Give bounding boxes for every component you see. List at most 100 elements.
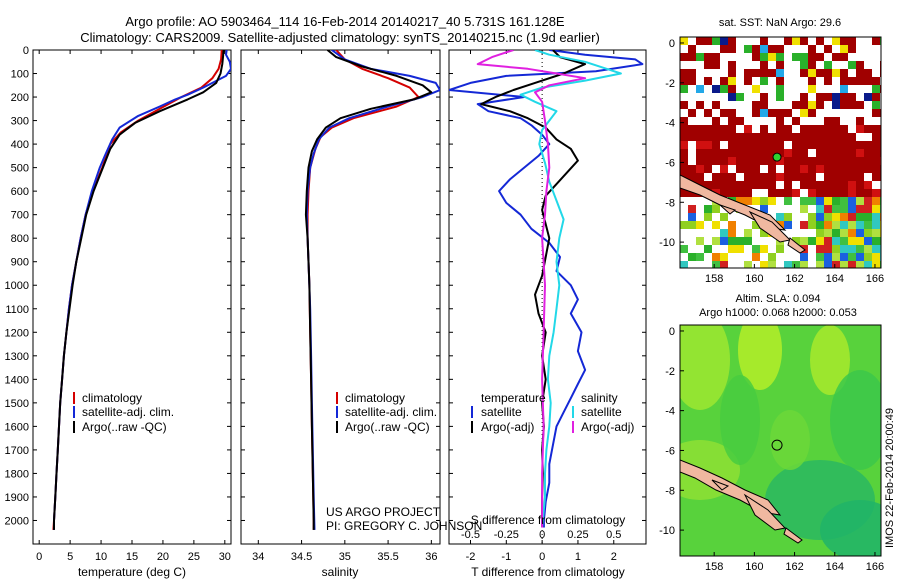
sst-cell	[840, 173, 848, 181]
map-y-tick-label: -8	[665, 197, 675, 209]
sst-cell	[856, 101, 864, 109]
sst-cell	[736, 101, 744, 109]
sst-cell	[704, 37, 712, 45]
legend-label: Argo(-adj)	[581, 420, 634, 434]
sst-cell	[832, 213, 840, 221]
sst-cell	[736, 133, 744, 141]
sst-cell	[768, 173, 776, 181]
sst-cell	[776, 117, 784, 125]
sst-cell	[792, 237, 800, 245]
sst-cell	[856, 157, 864, 165]
sst-cell	[712, 261, 720, 268]
sst-cell	[744, 69, 752, 77]
sst-cell	[832, 133, 840, 141]
sst-cell	[848, 149, 856, 157]
sst-cell	[776, 93, 784, 101]
y-tick-label: 1300	[5, 351, 29, 363]
sst-cell	[792, 101, 800, 109]
sst-cell	[824, 165, 832, 173]
sla-anomaly	[738, 325, 782, 390]
legend-label: satellite-adj. clim.	[345, 405, 437, 419]
y-tick-label: 800	[11, 233, 29, 245]
x-tick-label: 2	[611, 551, 617, 563]
sla-map-axes: 158 160 162 164 166 0 -2 -4 -6 -8 -10	[659, 326, 884, 573]
sst-cell	[712, 85, 720, 93]
sst-cell	[680, 165, 688, 173]
sst-cell	[872, 133, 880, 141]
y-tick-label: 600	[11, 186, 29, 198]
sst-cell	[768, 45, 776, 53]
sst-cell	[776, 85, 784, 93]
sst-cell	[800, 93, 808, 101]
sst-cell	[712, 141, 720, 149]
sst-cell	[784, 197, 792, 205]
sst-cell	[848, 181, 856, 189]
sst-cell	[864, 45, 872, 53]
sst-cell	[872, 101, 880, 109]
sst-cell	[784, 261, 792, 268]
sst-cell	[728, 69, 736, 77]
sst-cell	[816, 69, 824, 77]
legend-label: satellite	[581, 405, 622, 419]
sst-cell	[768, 149, 776, 157]
sst-cell	[816, 253, 824, 261]
sst-cell	[856, 261, 864, 268]
sst-cell	[848, 157, 856, 165]
sst-cell	[864, 109, 872, 117]
sst-cell	[792, 261, 800, 268]
sst-cell	[776, 125, 784, 133]
salinity-panel	[240, 49, 441, 545]
sst-cell	[824, 189, 832, 197]
legend-label: climatology	[345, 391, 405, 405]
sst-cell	[760, 93, 768, 101]
y-tick-label: 200	[11, 92, 29, 104]
sst-cell	[824, 229, 832, 237]
sst-cell	[680, 149, 688, 157]
x-tick-label: 10	[95, 551, 107, 563]
sst-cell	[824, 117, 832, 125]
sst-cell	[680, 189, 688, 197]
sst-cell	[736, 77, 744, 85]
sst-cell	[744, 261, 752, 268]
sst-cell	[680, 261, 688, 268]
x-tick-label: 25	[188, 551, 200, 563]
sst-cell	[808, 101, 816, 109]
sst-cell	[728, 125, 736, 133]
map-y-tick-label: 0	[669, 38, 675, 50]
y-tick-label: 400	[11, 139, 29, 151]
map-y-tick-label: -4	[665, 118, 675, 130]
sst-cell	[800, 69, 808, 77]
map-x-tick-label: 166	[866, 561, 884, 573]
sst-cell	[832, 253, 840, 261]
sst-cell	[704, 245, 712, 253]
sst-cell	[712, 237, 720, 245]
sst-cell	[768, 133, 776, 141]
sst-cell	[848, 213, 856, 221]
sst-cell	[864, 205, 872, 213]
sst-cell	[848, 189, 856, 197]
sst-cell	[800, 173, 808, 181]
sst-cell	[872, 189, 880, 197]
sst-cell	[800, 53, 808, 61]
sst-cell	[720, 173, 728, 181]
sst-cell	[840, 149, 848, 157]
sst-cell	[688, 189, 696, 197]
y-tick-label: 1700	[5, 445, 29, 457]
sst-cell	[712, 181, 720, 189]
map-x-tick-label: 158	[705, 561, 723, 573]
map-x-tick-label: 166	[866, 273, 884, 285]
sst-cell	[864, 69, 872, 77]
sst-cell	[720, 37, 728, 45]
sst-cell	[800, 205, 808, 213]
sst-cell	[736, 181, 744, 189]
sst-cell	[792, 157, 800, 165]
sst-cell	[800, 181, 808, 189]
sst-cell	[856, 173, 864, 181]
sst-cell	[720, 149, 728, 157]
sst-cell	[816, 157, 824, 165]
sst-cell	[776, 149, 784, 157]
sst-cell	[752, 141, 760, 149]
sst-cell	[752, 253, 760, 261]
legend-label: Argo(..raw -QC)	[82, 420, 167, 434]
sst-map-title: sat. SST: NaN Argo: 29.6	[719, 17, 841, 29]
